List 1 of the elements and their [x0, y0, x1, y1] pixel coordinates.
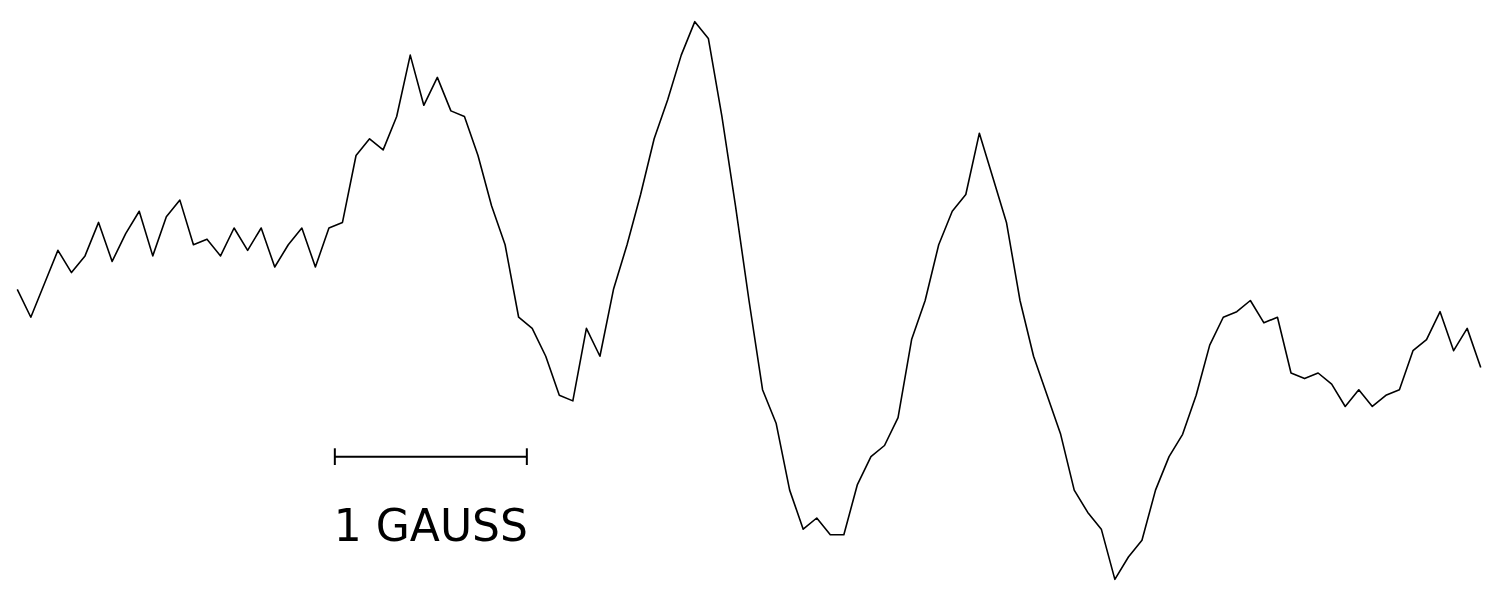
annotation: 1 GAUSS: [333, 500, 528, 552]
